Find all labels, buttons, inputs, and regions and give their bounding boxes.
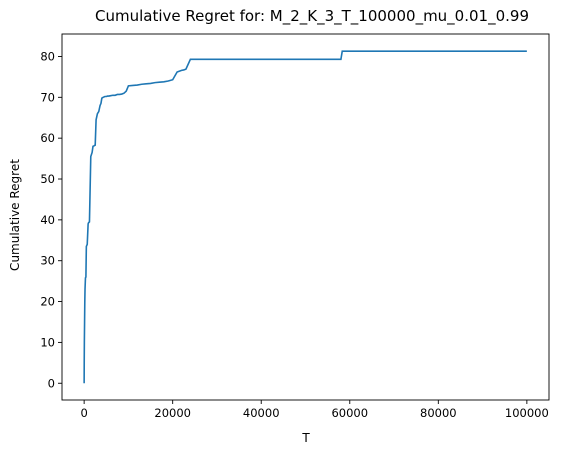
chart-title: Cumulative Regret for: M_2_K_3_T_100000_…	[95, 7, 529, 26]
y-tick-label: 30	[40, 254, 55, 268]
regret-series-line	[83, 50, 527, 384]
x-axis-label: T	[301, 431, 310, 445]
x-tick-label: 80000	[420, 406, 457, 420]
y-tick-label: 10	[40, 335, 55, 349]
y-tick-label: 0	[48, 376, 55, 390]
y-tick-label: 40	[40, 213, 55, 227]
y-tick-label: 20	[40, 295, 55, 309]
y-tick-label: 70	[40, 90, 55, 104]
x-tick-label: 100000	[505, 406, 549, 420]
y-axis-label: Cumulative Regret	[8, 159, 22, 271]
plot-area: 0 20000 40000 60000 80000 100000 0 10 20 30 40 50 60…	[40, 33, 550, 420]
y-tick-label: 60	[40, 131, 55, 145]
x-tick-label: 60000	[331, 406, 368, 420]
x-tick-label: 0	[80, 406, 87, 420]
y-tick-label: 80	[40, 49, 55, 63]
x-tick-label: 20000	[154, 406, 191, 420]
axes-frame	[61, 33, 550, 401]
x-tick-label: 40000	[243, 406, 280, 420]
y-tick-label: 50	[40, 172, 55, 186]
